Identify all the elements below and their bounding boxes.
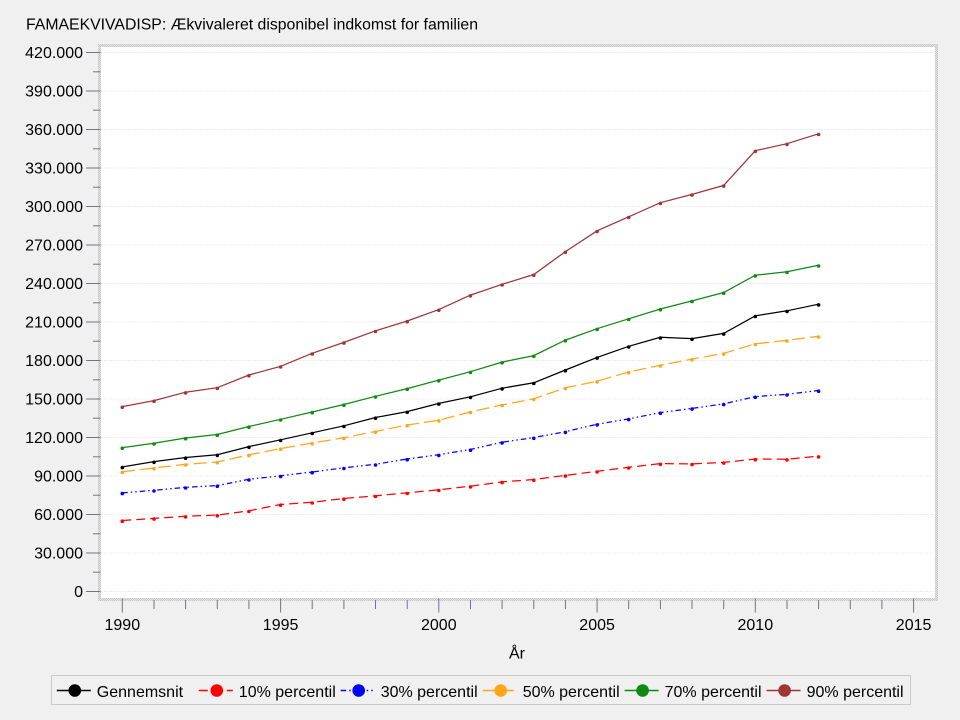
svg-text:0: 0 [74,584,83,601]
svg-text:330.000: 330.000 [25,161,83,178]
svg-text:90.000: 90.000 [34,469,83,486]
svg-text:År: År [509,644,526,663]
svg-text:300.000: 300.000 [25,199,83,216]
svg-text:270.000: 270.000 [25,238,83,255]
svg-text:FAMAEKVIVADISP: Ækvivaleret di: FAMAEKVIVADISP: Ækvivaleret disponibel i… [26,17,478,34]
svg-text:50% percentil: 50% percentil [523,684,620,701]
svg-text:10% percentil: 10% percentil [239,684,336,701]
svg-text:2005: 2005 [579,617,615,634]
svg-text:Gennemsnit: Gennemsnit [97,684,184,701]
svg-text:360.000: 360.000 [25,122,83,139]
svg-text:1990: 1990 [105,617,141,634]
svg-text:70% percentil: 70% percentil [665,684,762,701]
svg-text:150.000: 150.000 [25,392,83,409]
svg-text:2000: 2000 [421,617,457,634]
svg-text:2015: 2015 [896,617,932,634]
svg-text:210.000: 210.000 [25,315,83,332]
svg-text:120.000: 120.000 [25,430,83,447]
svg-text:2010: 2010 [738,617,774,634]
svg-text:180.000: 180.000 [25,353,83,370]
svg-text:240.000: 240.000 [25,276,83,293]
svg-text:90% percentil: 90% percentil [807,684,904,701]
svg-text:1995: 1995 [263,617,299,634]
svg-text:30% percentil: 30% percentil [381,684,478,701]
svg-text:60.000: 60.000 [34,507,83,524]
svg-text:390.000: 390.000 [25,84,83,101]
svg-text:30.000: 30.000 [34,546,83,563]
svg-text:420.000: 420.000 [25,45,83,62]
